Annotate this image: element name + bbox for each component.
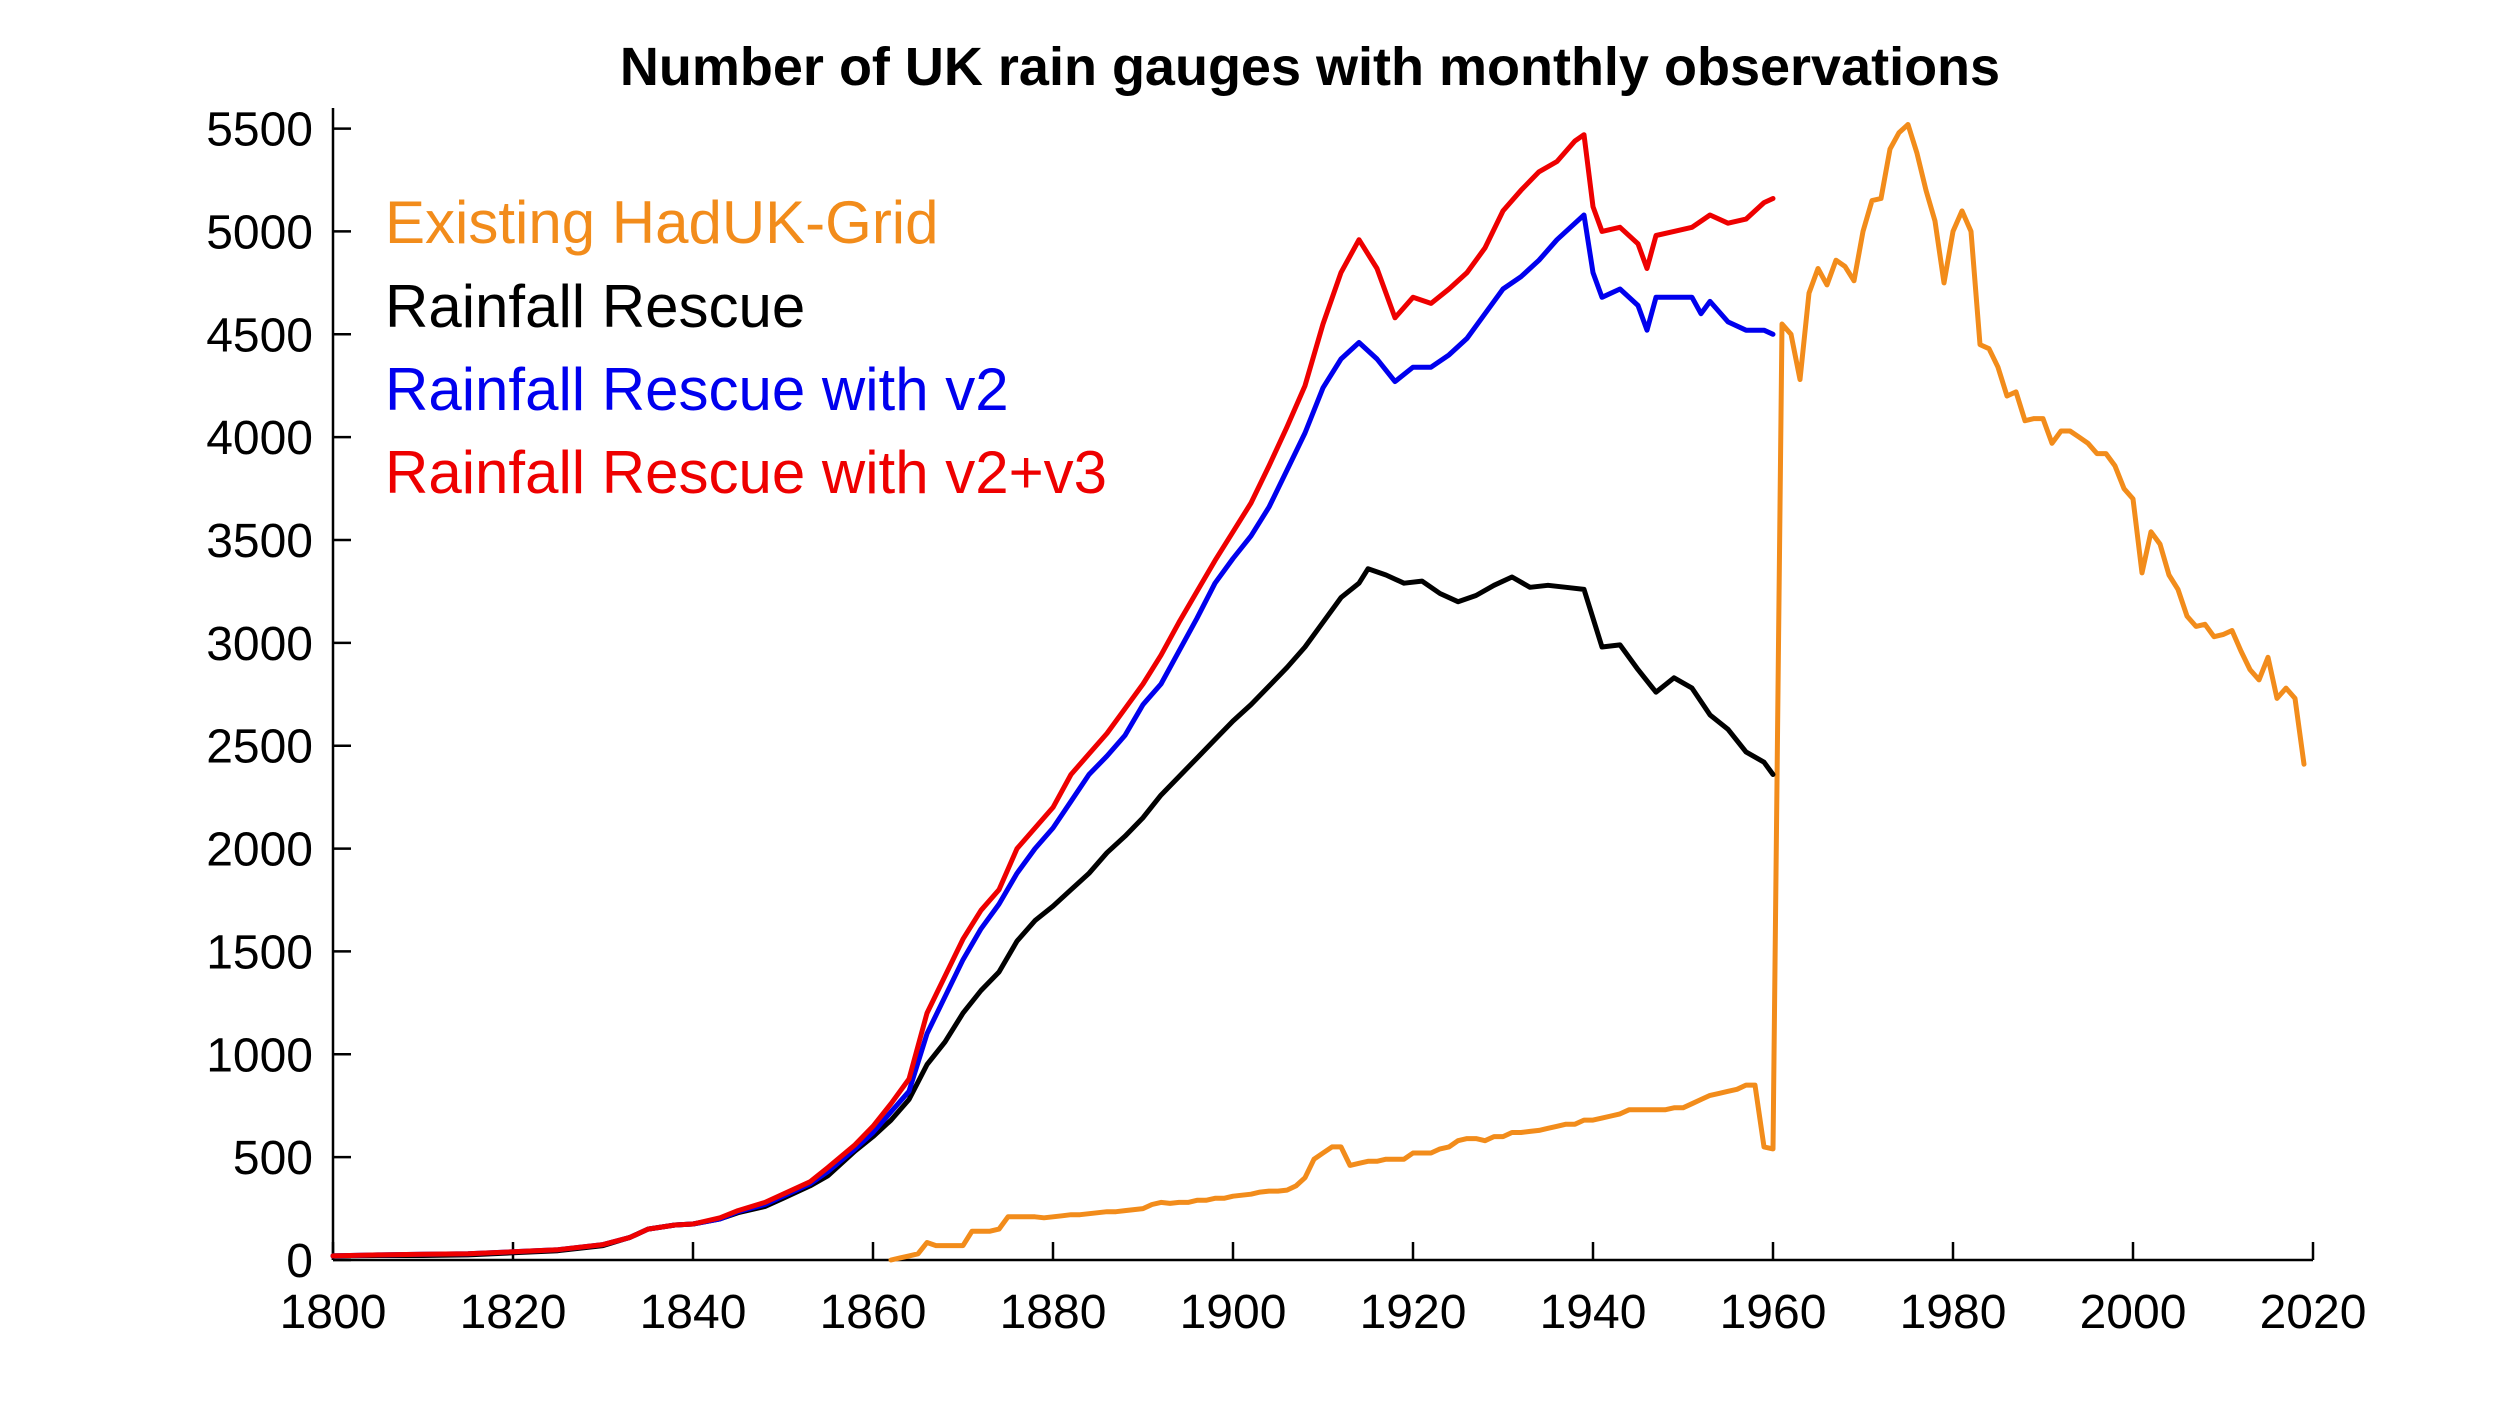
series-line-existing-haduk-grid	[888, 122, 2307, 1263]
y-tick-label: 1000	[206, 1029, 313, 1082]
x-tick-label: 1800	[280, 1286, 387, 1339]
x-tick-label: 1860	[820, 1286, 927, 1339]
legend-entry-rainfall-rescue-with-v2-v3: Rainfall Rescue with v2+v3	[385, 439, 1107, 506]
series-line-rainfall-rescue	[330, 566, 1776, 1259]
x-tick-label: 1920	[1360, 1286, 1467, 1339]
x-tick-label: 2000	[2080, 1286, 2187, 1339]
x-tick-label: 1960	[1720, 1286, 1827, 1339]
x-tick-label: 1840	[640, 1286, 747, 1339]
x-tick-label: 1880	[1000, 1286, 1107, 1339]
y-tick-label: 1500	[206, 926, 313, 979]
y-tick-label: 5000	[206, 206, 313, 259]
axes	[331, 108, 2313, 1262]
y-tick-label: 5500	[206, 104, 313, 157]
series-lines	[330, 122, 2307, 1263]
y-tick-label: 2500	[206, 721, 313, 774]
y-tick-label: 4500	[206, 309, 313, 362]
x-tick-label: 1820	[460, 1286, 567, 1339]
x-tick-label: 1900	[1180, 1286, 1287, 1339]
legend: Existing HadUK-Grid Rainfall Rescue Rainfa…	[385, 189, 1107, 506]
legend-entry-rainfall-rescue: Rainfall Rescue	[385, 273, 805, 340]
legend-entry-rainfall-rescue-with-v2: Rainfall Rescue with v2	[385, 356, 1009, 423]
y-tick-label: 3000	[206, 618, 313, 671]
chart-title: Number of UK rain gauges with monthly ob…	[620, 37, 2000, 97]
legend-entry-existing-haduk-grid: Existing HadUK-Grid	[385, 189, 939, 256]
y-tick-label: 4000	[206, 412, 313, 465]
x-ticks: 1800 1820 1840 1860 1880 1900 1920 1940 1960 1980…	[280, 1242, 2367, 1339]
x-tick-label: 2020	[2260, 1286, 2367, 1339]
x-tick-label: 1940	[1540, 1286, 1647, 1339]
y-ticks: 0 500 1000 1500 2000 2500 3000 3500 4000 4500 5000…	[206, 104, 351, 1288]
y-tick-label: 2000	[206, 824, 313, 877]
series-line-rainfall-rescue-with-v2-v3	[330, 132, 1776, 1259]
x-tick-label: 1980	[1900, 1286, 2007, 1339]
y-tick-label: 0	[286, 1235, 313, 1288]
y-tick-label: 500	[233, 1132, 313, 1185]
y-tick-label: 3500	[206, 515, 313, 568]
